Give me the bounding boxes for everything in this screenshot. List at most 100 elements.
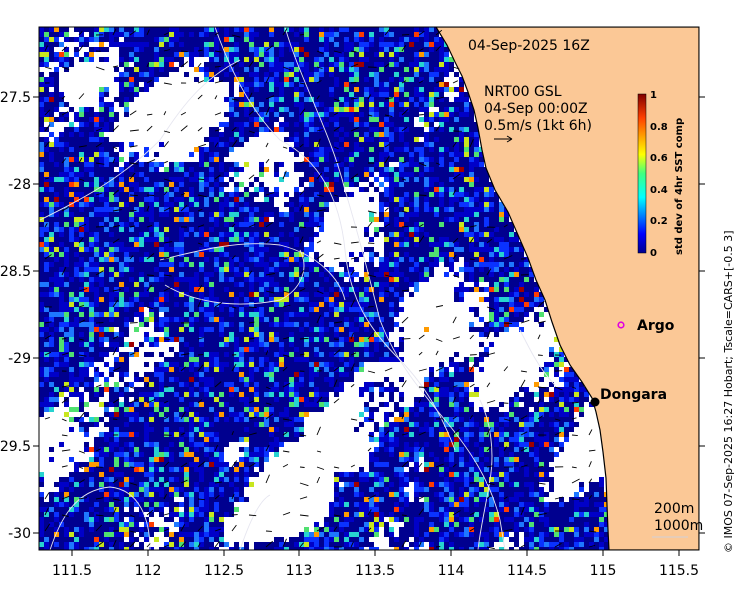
sst-cell (519, 252, 524, 257)
sst-cell (79, 252, 84, 257)
sst-cell (414, 272, 419, 277)
sst-cell (219, 332, 224, 337)
sst-cell (294, 137, 299, 142)
sst-cell (269, 192, 274, 197)
sst-cell (389, 232, 394, 237)
sst-cell (149, 192, 154, 197)
sst-cell (124, 252, 129, 257)
sst-cell (119, 197, 124, 202)
sst-cell (359, 252, 364, 257)
sst-cell (59, 117, 64, 122)
sst-cell (419, 142, 424, 147)
sst-cell (424, 272, 429, 277)
sst-cell (289, 52, 294, 57)
sst-cell (389, 77, 394, 82)
sst-cell (249, 277, 254, 282)
sst-cell (314, 212, 319, 217)
sst-cell (349, 67, 354, 72)
sst-cell (94, 157, 99, 162)
sst-cell (144, 292, 149, 297)
sst-cell (394, 102, 399, 107)
sst-cell (294, 82, 299, 87)
sst-cell (459, 167, 464, 172)
sst-cell (279, 57, 284, 62)
sst-cell (389, 237, 394, 242)
sst-cell (124, 172, 129, 177)
sst-cell (494, 207, 499, 212)
sst-cell (199, 27, 204, 32)
sst-cell (294, 327, 299, 332)
sst-cell (464, 267, 469, 272)
sst-cell (54, 257, 59, 262)
sst-cell (159, 37, 164, 42)
sst-cell (244, 297, 249, 302)
sst-cell (89, 332, 94, 337)
sst-cell (304, 67, 309, 72)
sst-cell (424, 112, 429, 117)
sst-cell (349, 347, 354, 352)
sst-cell (104, 202, 109, 207)
sst-cell (359, 342, 364, 347)
sst-cell (434, 232, 439, 237)
sst-cell (364, 272, 369, 277)
sst-cell (299, 117, 304, 122)
sst-cell (379, 157, 384, 162)
sst-cell (84, 227, 89, 232)
sst-cell (259, 32, 264, 37)
sst-cell (124, 232, 129, 237)
sst-cell (299, 52, 304, 57)
sst-cell (109, 302, 114, 307)
sst-cell (289, 82, 294, 87)
sst-cell (259, 332, 264, 337)
sst-cell (474, 232, 479, 237)
sst-cell (374, 167, 379, 172)
sst-cell (104, 152, 109, 157)
sst-cell (214, 227, 219, 232)
sst-cell (74, 132, 79, 137)
sst-cell (109, 262, 114, 267)
sst-cell (469, 247, 474, 252)
sst-cell (254, 247, 259, 252)
sst-cell (219, 192, 224, 197)
sst-cell (59, 242, 64, 247)
sst-cell (39, 337, 44, 342)
sst-cell (469, 262, 474, 267)
sst-cell (434, 97, 439, 102)
sst-cell (234, 212, 239, 217)
sst-cell (264, 117, 269, 122)
sst-cell (219, 227, 224, 232)
sst-cell (114, 97, 119, 102)
sst-cell (119, 292, 124, 297)
sst-cell (319, 287, 324, 292)
sst-cell (394, 47, 399, 52)
sst-cell (369, 132, 374, 137)
sst-cell (144, 217, 149, 222)
sst-cell (499, 277, 504, 282)
sst-cell (539, 302, 544, 307)
sst-cell (74, 252, 79, 257)
sst-cell (314, 82, 319, 87)
sst-cell (99, 277, 104, 282)
sst-cell (224, 312, 229, 317)
sst-cell (179, 27, 184, 32)
sst-cell (264, 197, 269, 202)
sst-cell (49, 297, 54, 302)
sst-cell (134, 77, 139, 82)
sst-cell (349, 92, 354, 97)
sst-cell (184, 37, 189, 42)
sst-cell (104, 232, 109, 237)
sst-cell (74, 292, 79, 297)
sst-cell (79, 247, 84, 252)
sst-cell (244, 127, 249, 132)
sst-cell (399, 37, 404, 42)
sst-cell (214, 292, 219, 297)
sst-cell (349, 62, 354, 67)
sst-cell (54, 187, 59, 192)
sst-cell (79, 322, 84, 327)
sst-cell (44, 232, 49, 237)
sst-cell (339, 357, 344, 362)
sst-cell (464, 257, 469, 262)
sst-cell (289, 127, 294, 132)
sst-cell (254, 72, 259, 77)
sst-cell (84, 222, 89, 227)
